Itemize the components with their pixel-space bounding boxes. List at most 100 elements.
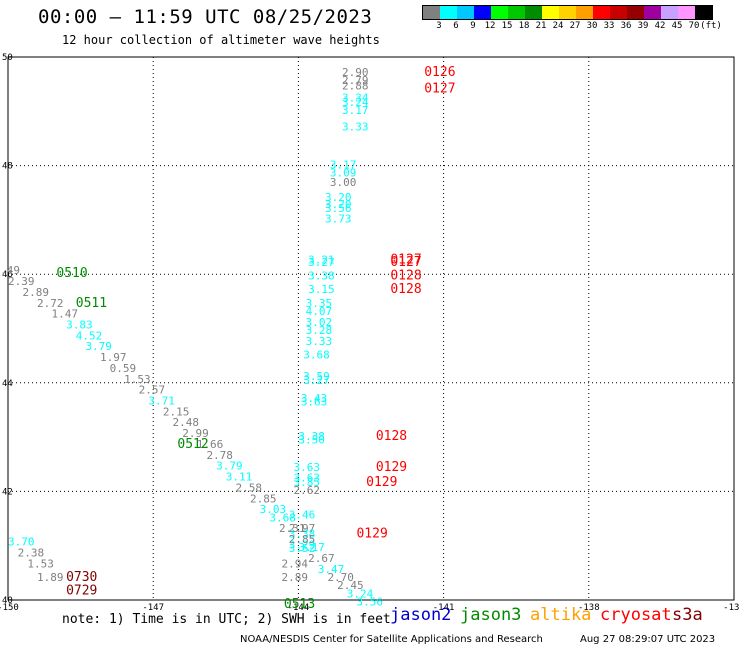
wave-height-label: 3.56 [325, 202, 352, 215]
x-tick-label: -144 [288, 603, 310, 613]
wave-height-label: 3.85 [294, 476, 321, 489]
pass-time-label: 0129 [366, 475, 397, 490]
wave-height-label: 2.57 [139, 384, 166, 397]
wave-height-label: 3.00 [330, 176, 357, 189]
color-scale-label: 9 [470, 21, 476, 31]
pass-time-label: 0730 [66, 570, 97, 585]
wave-height-label: 2.62 [294, 484, 321, 497]
pass-time-label: 0126 [424, 65, 455, 80]
x-tick-label: -138 [578, 603, 600, 613]
wave-height-label: 3.71 [148, 395, 175, 408]
color-scale-swatch [440, 6, 457, 19]
color-scale-swatch [508, 6, 525, 19]
pass-time-label: 0127 [390, 252, 421, 267]
wave-height-label: 3.33 [342, 120, 369, 133]
color-scale-swatch [576, 6, 593, 19]
satellite-cryosat: cryosat [600, 605, 672, 625]
wave-height-label: 2.70 [327, 571, 354, 584]
page-title: 00:00 — 11:59 UTC 08/25/2023 [38, 6, 373, 28]
wave-height-label: 2.90 [342, 66, 369, 79]
y-tick-label: 48 [2, 162, 13, 172]
color-scale-swatch [525, 6, 542, 19]
color-scale-swatch [559, 6, 576, 19]
footer-timestamp: Aug 27 08:29:07 UTC 2023 [580, 634, 716, 645]
wave-height-label: 2.78 [206, 449, 233, 462]
wave-height-label: 2.89 [23, 286, 50, 299]
color-scale-labels: 3 6 9 12 15 18 21 24 27 30 33 36 39 42 45 70 (ft) [422, 21, 740, 33]
wave-height-label: 3.28 [306, 324, 333, 337]
wave-height-label: 2.88 [342, 80, 369, 93]
color-scale-label: 15 [501, 21, 513, 31]
pass-time-label: 0127 [424, 81, 455, 96]
color-scale-swatch [610, 6, 627, 19]
wave-height-label: 3.59 [303, 370, 330, 383]
wave-height-label: 3.79 [85, 340, 112, 353]
wave-height-label: 3.52 [289, 542, 316, 555]
wave-height-label: 3.27 [303, 374, 330, 387]
footer-credit: NOAA/NESDIS Center for Satellite Applica… [240, 634, 543, 645]
pass-time-label: 0127 [390, 255, 421, 270]
wave-height-label: 3.20 [325, 191, 352, 204]
x-tick-label: -141 [433, 603, 455, 613]
x-tick-label: -135 [723, 603, 740, 613]
wave-height-label: 3.70 [8, 536, 35, 549]
wave-height-label: 3.17 [298, 541, 325, 554]
wave-height-label: 1.53 [124, 373, 151, 386]
color-scale-swatch [678, 6, 695, 19]
wave-height-label: 3.63 [294, 472, 321, 485]
wave-height-label: 2.72 [37, 297, 64, 310]
wave-height-label: 3.24 [347, 587, 374, 600]
color-scale-swatch [542, 6, 559, 19]
wave-height-label: 3.29 [289, 538, 316, 551]
wave-height-label: 2.85 [289, 533, 316, 546]
plot-frame [7, 56, 735, 601]
wave-height-label: 1.89 [37, 571, 64, 584]
wave-height-label: 1.66 [197, 438, 224, 451]
wave-height-label: 3.63 [294, 461, 321, 474]
wave-height-label: 2.39 [8, 275, 35, 288]
color-scale-label: 18 [518, 21, 530, 31]
wave-height-label: 3.79 [216, 460, 243, 473]
wave-height-label: 3.20 [325, 198, 352, 211]
color-scale-bar [422, 5, 713, 20]
color-scale-label: 36 [620, 21, 632, 31]
color-scale-label: 42 [654, 21, 666, 31]
wave-height-label: 3.24 [342, 96, 369, 109]
wave-height-label: 3.38 [298, 430, 325, 443]
pass-time-label: 0511 [76, 296, 107, 311]
wave-height-label: 3.34 [342, 92, 369, 105]
wave-height-label: 3.68 [303, 348, 330, 361]
wave-height-label: 3.38 [289, 528, 316, 541]
wave-height-label: 3.47 [318, 563, 345, 576]
color-scale-swatch [644, 6, 661, 19]
color-scale-label: 27 [569, 21, 581, 31]
wave-height-label: 2.99 [182, 427, 209, 440]
y-tick-label: 40 [2, 596, 13, 606]
wave-height-label: 2.67 [308, 552, 335, 565]
wave-height-label: 1.97 [100, 351, 127, 364]
wave-height-label: 3.17 [342, 104, 369, 117]
y-tick-label: 42 [2, 487, 13, 497]
wave-height-label: 2.48 [173, 416, 200, 429]
pass-time-label: 0128 [376, 429, 407, 444]
wave-height-label: 2.49 [0, 264, 20, 277]
color-scale-label: 33 [603, 21, 615, 31]
wave-height-label: 3.15 [308, 283, 335, 296]
wave-height-label: 2.38 [18, 547, 45, 560]
color-scale-label: 21 [535, 21, 547, 31]
y-tick-label: 50 [2, 53, 13, 63]
color-scale-label: 3 [436, 21, 442, 31]
pass-time-label: 0129 [376, 460, 407, 475]
pass-time-label: 0128 [390, 269, 421, 284]
wave-height-label: 3.38 [308, 270, 335, 283]
color-scale-label: 45 [671, 21, 683, 31]
color-scale-swatch [627, 6, 644, 19]
wave-height-label: 2.15 [163, 405, 190, 418]
color-scale-label: 70 [688, 21, 700, 31]
wave-height-label: 3.63 [301, 396, 328, 409]
color-scale-swatch [423, 6, 440, 19]
wave-height-label: 3.43 [301, 392, 328, 405]
wave-height-label: 4.52 [76, 329, 103, 342]
